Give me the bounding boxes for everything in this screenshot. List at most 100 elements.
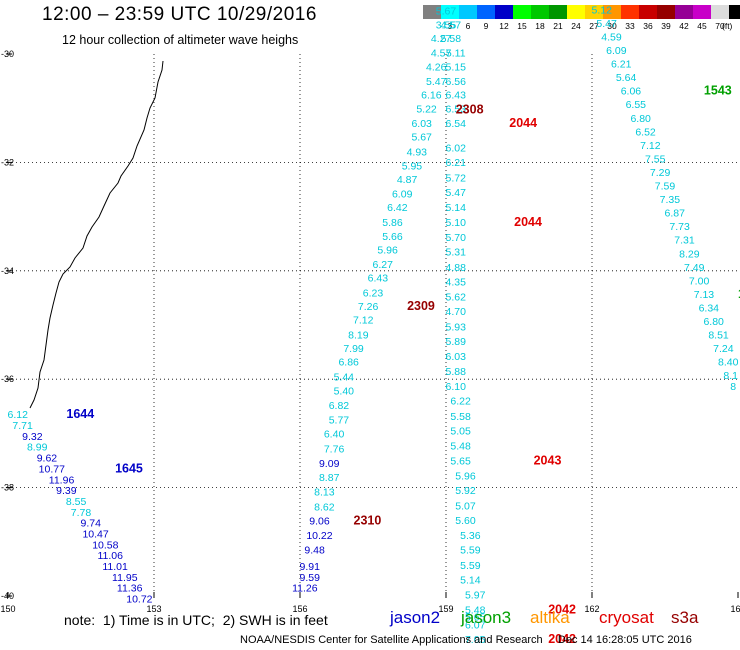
color-swatch [675, 5, 693, 19]
wave-height-value: 5.96 [377, 244, 398, 256]
color-swatch [495, 5, 513, 19]
wave-height-value: 8.87 [319, 472, 340, 484]
wave-height-value: 4.87 [397, 174, 418, 186]
wave-height-value: 5.48 [450, 441, 471, 453]
wave-height-value: 5.72 [446, 172, 467, 184]
s3a-track-upper: 4.575.58 5.115.15 6.566.43 6.53 6.54 [441, 20, 466, 131]
wave-height-value: 5.31 [446, 247, 467, 259]
jason3-track: 6.345.125.474.596.096.215.646.066.556.80… [587, 0, 739, 393]
wave-height-value: 11.26 [292, 583, 318, 595]
wave-height-value: 5.77 [329, 415, 350, 427]
pass-time-label: 2307 [465, 0, 493, 3]
wave-height-value: 5.15 [446, 61, 467, 73]
wave-height-value: 6.52 [635, 126, 656, 138]
pass-time-label: 15 [738, 287, 740, 301]
color-scale-label: 9 [484, 21, 489, 31]
wave-height-value: 7.35 [660, 194, 681, 206]
color-scale-label: 33 [625, 21, 635, 31]
wave-height-value: 6.53 [446, 104, 467, 116]
wave-height-value: 4.35 [446, 276, 467, 288]
wave-height-value: 11.06 [97, 550, 123, 562]
x-tick-label: 150 [0, 604, 15, 614]
wave-height-value: 5.36 [460, 530, 481, 542]
wave-height-value: 5.47 [446, 187, 467, 199]
pass-time-label: 1644 [66, 407, 94, 421]
wave-height-value: 5.22 [416, 104, 437, 116]
s3a-track: 7.998.19 7.127.26 6.23 6.43 6.27 5.965.66 5.86… [343, 0, 456, 355]
jason2-track-a: 6.127.719.328.999.6210.7711.969.398.557.… [8, 409, 153, 605]
wave-height-value: 5.70 [446, 232, 467, 244]
color-scale-label: 6 [466, 21, 471, 31]
pass-time-labels: 1644 1645 2310 2309 2307 2308 2044 2044 2043 2042… [66, 0, 740, 646]
color-swatch [531, 5, 549, 19]
jason2-track-b: 11.269.599.91 9.48 10.22 9.06 8.62 8.13 8.87 9.… [292, 357, 359, 595]
lat-lon-grid [6, 53, 739, 598]
color-swatch [621, 5, 639, 19]
coastline [29, 60, 164, 409]
color-scale-label: 27 [589, 21, 599, 31]
wave-height-value: 7.55 [645, 153, 666, 165]
wave-height-value: 8.99 [27, 442, 48, 454]
credit-line: NOAA/NESDIS Center for Satellite Applica… [240, 634, 692, 646]
color-scale-legend: 3 6 9 12 15 18 21 24 27 30 33 36 39 42 45 70(ft) [423, 5, 740, 31]
wave-height-value: 6.09 [606, 45, 627, 57]
wave-height-value: 4.59 [601, 31, 622, 43]
color-scale-label: 18 [535, 21, 545, 31]
wave-height-value: 6.43 [368, 273, 389, 285]
color-scale-label: 36 [643, 21, 653, 31]
wave-height-value: 6.12 [8, 409, 29, 421]
wave-height-value: 5.65 [465, 611, 486, 623]
pass-time-label: 1645 [115, 461, 143, 475]
wave-height-value: 8 [730, 381, 736, 393]
wave-height-value: 7.29 [650, 167, 671, 179]
wave-height-value: 6.80 [703, 316, 724, 328]
satellite-tracks: 6.127.719.328.999.6210.7711.969.398.557.… [8, 0, 739, 646]
wave-height-value: 5.65 [450, 455, 471, 467]
y-tick-label: -36 [1, 374, 14, 384]
footer-note: note: 1) Time is in UTC; 2) SWH is in fe… [64, 612, 328, 628]
wave-height-value: 5.05 [450, 425, 471, 437]
wave-height-value: 11.96 [49, 474, 75, 486]
y-tick-label: -38 [1, 483, 14, 493]
wave-height-value: 9.48 [304, 545, 325, 557]
pass-time-label: 2042 [548, 602, 576, 616]
wave-height-value: 8.19 [348, 330, 369, 342]
wave-height-value: 6.87 [665, 208, 686, 220]
wave-height-value: 10.77 [39, 463, 65, 475]
color-swatch [585, 5, 603, 19]
wave-height-value: 9.91 [300, 561, 321, 573]
legend-altika: altika [530, 608, 570, 627]
wave-height-value: 6.23 [363, 287, 384, 299]
wave-height-value: 8.40 [718, 357, 739, 369]
wave-height-value: 5.44 [334, 371, 355, 383]
wave-height-value: 5.92 [455, 485, 476, 497]
wave-height-value: 5.95 [402, 160, 423, 172]
wave-height-value: 4.27 [431, 33, 452, 45]
x-tick-label: 165 [730, 604, 740, 614]
color-swatch [459, 5, 477, 19]
wave-height-value: 6.21 [611, 59, 632, 71]
color-scale-unit: (ft) [722, 21, 733, 31]
wave-height-value: 8.55 [66, 496, 87, 508]
color-swatch [441, 5, 459, 19]
pass-time-label: 1542 [680, 0, 708, 3]
color-swatch [513, 5, 531, 19]
legend-jason3: jason3 [461, 608, 512, 627]
wave-height-value: 5.11 [446, 48, 466, 60]
color-swatch [567, 5, 585, 19]
color-swatch [711, 5, 729, 19]
wave-height-value: 5.40 [334, 385, 355, 397]
wave-height-value: 4.88 [446, 262, 467, 274]
color-scale-label: 3 [448, 21, 453, 31]
wave-height-value: 5.59 [460, 545, 481, 557]
wave-height-value: 7.24 [713, 343, 734, 355]
pass-time-label: 2042 [548, 632, 576, 646]
wave-height-value: 5.10 [446, 217, 467, 229]
wave-height-value: 11.36 [117, 583, 143, 595]
wave-height-value: 6.27 [373, 259, 394, 271]
legend-jason2: jason2 [390, 608, 441, 627]
wave-height-value: 5.48 [465, 604, 486, 616]
pass-time-label: 2310 [354, 513, 382, 527]
wave-height-value: 6.40 [324, 429, 345, 441]
